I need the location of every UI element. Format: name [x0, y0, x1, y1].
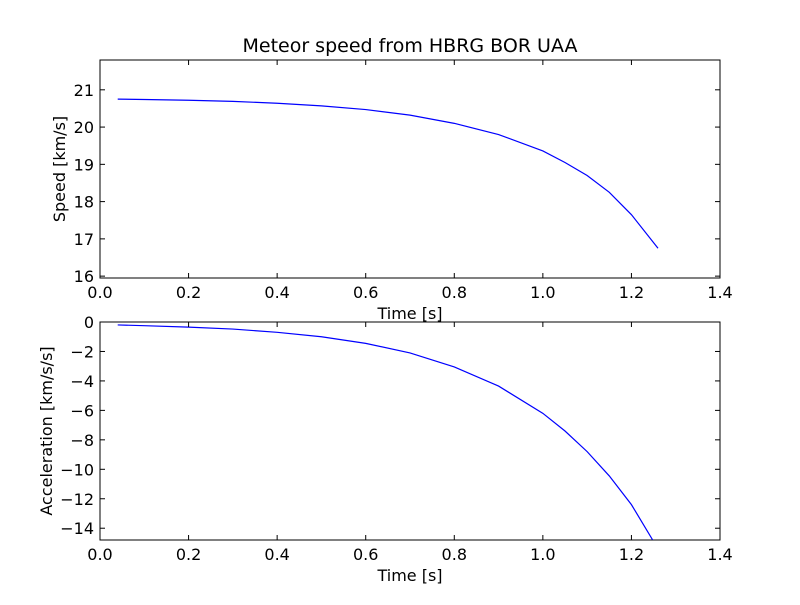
speed-y-tick-label: 17 — [74, 230, 94, 249]
accel-y-tick-label: −2 — [70, 342, 94, 361]
accel-series-line — [117, 324, 654, 540]
speed-chart-title: Meteor speed from HBRG BOR UAA — [242, 35, 577, 57]
speed-x-tick-label: 0.8 — [442, 283, 467, 302]
speed-y-tick-label: 21 — [74, 81, 94, 100]
accel-x-tick-label: 1.2 — [619, 545, 644, 564]
accel-x-tick-label: 1.4 — [707, 545, 732, 564]
accel-x-tick-label: 0.6 — [353, 545, 378, 564]
speed-y-tick-label: 20 — [74, 118, 94, 137]
accel-y-tick-label: 0 — [84, 313, 94, 332]
speed-x-tick-label: 0.2 — [176, 283, 201, 302]
speed-plot-frame — [99, 59, 721, 279]
accel-plot-frame — [99, 321, 721, 541]
accel-y-tick-label: −8 — [70, 431, 94, 450]
accel-y-tick-label: −6 — [70, 401, 94, 420]
accel-x-tick-label: 0.4 — [264, 545, 289, 564]
accel-x-tick-label: 0.8 — [442, 545, 467, 564]
speed-y-tick-label: 16 — [74, 267, 94, 286]
speed-x-tick-label: 0.0 — [87, 283, 112, 302]
speed-x-tick-label: 0.4 — [264, 283, 289, 302]
speed-y-tick-label: 19 — [74, 155, 94, 174]
speed-x-axis-label: Time [s] — [376, 304, 442, 323]
accel-y-axis-label: Acceleration [km/s/s] — [37, 346, 56, 515]
speed-y-tick-label: 18 — [74, 193, 94, 212]
speed-series-line — [117, 98, 659, 249]
accel-y-tick-label: −14 — [60, 519, 94, 538]
speed-x-tick-label: 1.2 — [619, 283, 644, 302]
accel-y-tick-label: −10 — [60, 460, 94, 479]
speed-x-tick-label: 0.6 — [353, 283, 378, 302]
accel-x-tick-label: 0.2 — [176, 545, 201, 564]
accel-x-tick-label: 0.0 — [87, 545, 112, 564]
accel-x-axis-label: Time [s] — [376, 566, 442, 585]
speed-x-tick-label: 1.0 — [530, 283, 555, 302]
speed-y-axis-label: Speed [km/s] — [50, 116, 69, 222]
accel-y-tick-label: −4 — [70, 372, 94, 391]
accel-x-tick-label: 1.0 — [530, 545, 555, 564]
speed-x-tick-label: 1.4 — [707, 283, 732, 302]
accel-y-tick-label: −12 — [60, 490, 94, 509]
